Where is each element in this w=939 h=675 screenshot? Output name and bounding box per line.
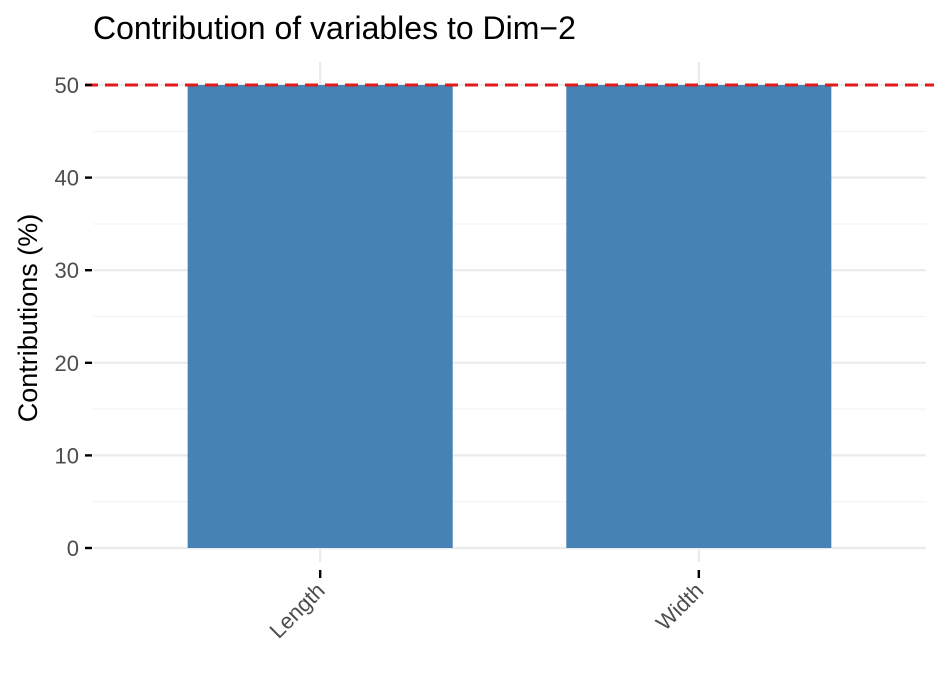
y-tick-label: 0: [67, 536, 79, 561]
y-tick-label: 30: [55, 258, 79, 283]
bar-width: [566, 85, 832, 548]
y-tick-label: 20: [55, 351, 79, 376]
chart-title: Contribution of variables to Dim−2: [93, 10, 576, 46]
x-tick-label: Width: [651, 578, 708, 635]
y-tick-label: 10: [55, 443, 79, 468]
x-tick-label: Length: [264, 578, 329, 643]
y-tick-label: 40: [55, 166, 79, 191]
y-tick-label: 50: [55, 73, 79, 98]
bar-length: [187, 85, 453, 548]
bars: [187, 85, 832, 548]
y-axis-label: Contributions (%): [13, 214, 43, 423]
